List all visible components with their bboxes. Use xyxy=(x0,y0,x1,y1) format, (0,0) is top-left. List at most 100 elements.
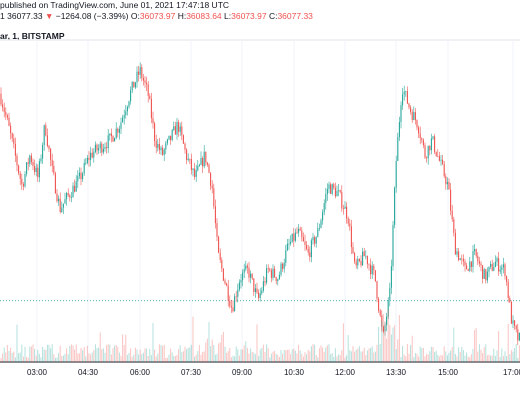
volume-bar xyxy=(54,357,56,362)
candle-body xyxy=(158,143,160,151)
candle-body xyxy=(381,315,383,327)
volume-bar xyxy=(336,356,338,362)
volume-bar xyxy=(325,347,327,362)
volume-bar xyxy=(350,351,352,362)
candle-body xyxy=(283,262,285,269)
candle-body xyxy=(282,263,284,269)
candle-body xyxy=(174,126,176,135)
candle-body xyxy=(222,268,224,281)
candle-body xyxy=(344,206,346,209)
volume-bar xyxy=(461,347,463,362)
candle-body xyxy=(464,261,466,266)
volume-bar xyxy=(334,348,336,362)
volume-bar xyxy=(502,356,504,362)
volume-bar xyxy=(242,349,244,362)
candle-body xyxy=(261,290,263,294)
volume-bar xyxy=(211,339,213,362)
ohlc-quote-line: 1 36077.33 ▼ −1264.08 (−3.39%) O:36073.9… xyxy=(0,11,313,21)
volume-bar xyxy=(147,355,149,362)
candle-body xyxy=(400,105,402,123)
candle-body xyxy=(477,255,479,262)
candle-body xyxy=(163,149,165,155)
volume-bar xyxy=(32,344,34,362)
volume-bar xyxy=(490,355,492,362)
volume-bar xyxy=(42,346,44,362)
volume-bar xyxy=(381,320,383,362)
volume-bar xyxy=(112,348,114,362)
volume-bar xyxy=(470,354,472,362)
volume-bar xyxy=(141,354,143,362)
candle-body xyxy=(144,80,146,83)
volume-bar xyxy=(413,357,415,362)
candle-body xyxy=(131,81,133,91)
volume-bar xyxy=(338,354,340,362)
volume-bar xyxy=(275,353,277,362)
candle-body xyxy=(99,143,101,149)
volume-bar xyxy=(222,331,224,362)
candle-body xyxy=(32,162,34,166)
candle-body xyxy=(518,332,520,341)
candle-body xyxy=(205,151,207,163)
candle-body xyxy=(230,306,232,308)
candle-body xyxy=(374,270,376,282)
candle-body xyxy=(360,261,362,266)
candle-body xyxy=(93,152,95,158)
candle-body xyxy=(165,143,167,150)
candle-body xyxy=(259,293,261,298)
volume-bar xyxy=(424,356,426,362)
volume-bar xyxy=(77,353,79,362)
candle-body xyxy=(141,67,143,78)
volume-bar xyxy=(150,355,152,362)
volume-bar xyxy=(347,335,349,362)
volume-bar xyxy=(10,347,12,362)
candle-body xyxy=(243,269,245,273)
volume-bar xyxy=(482,353,484,362)
volume-bar xyxy=(227,351,229,362)
candle-body xyxy=(245,265,247,270)
volume-bar xyxy=(37,350,39,362)
x-tick-label: 17:00 xyxy=(503,368,520,377)
volume-bar xyxy=(11,352,13,362)
volume-bar xyxy=(186,349,188,362)
candle-body xyxy=(24,174,26,187)
candle-body xyxy=(104,147,106,149)
volume-bar xyxy=(464,355,466,362)
candle-body xyxy=(328,184,330,189)
candle-body xyxy=(453,219,455,233)
candle-body xyxy=(370,264,372,275)
volume-bar xyxy=(301,353,303,362)
candle-body xyxy=(256,288,258,293)
volume-bar xyxy=(499,356,501,362)
volume-bar xyxy=(243,345,245,362)
candle-body xyxy=(424,145,426,158)
candle-body xyxy=(262,281,264,291)
candle-body xyxy=(466,265,468,270)
candle-body xyxy=(234,296,236,312)
volume-bar xyxy=(69,345,71,362)
candle-body xyxy=(498,258,500,272)
candle-body xyxy=(485,269,487,281)
volume-bar xyxy=(3,347,5,362)
candle-body xyxy=(48,145,50,149)
volume-bar xyxy=(419,346,421,362)
candle-body xyxy=(379,310,381,316)
candle-body xyxy=(86,157,88,163)
volume-bar xyxy=(16,324,18,362)
candle-body xyxy=(70,197,72,198)
volume-bar xyxy=(352,346,354,362)
candle-body xyxy=(456,251,458,255)
volume-bar xyxy=(46,344,48,362)
candle-body xyxy=(82,173,84,180)
candle-body xyxy=(435,151,437,156)
volume-bar xyxy=(515,344,517,362)
volume-bar xyxy=(486,355,488,362)
candle-body xyxy=(160,147,162,151)
volume-bar xyxy=(432,347,434,362)
volume-bar xyxy=(488,354,490,362)
candle-body xyxy=(13,138,15,144)
volume-bar xyxy=(157,353,159,362)
volume-bar xyxy=(59,345,61,362)
volume-bar xyxy=(445,351,447,362)
candle-body xyxy=(21,178,23,184)
